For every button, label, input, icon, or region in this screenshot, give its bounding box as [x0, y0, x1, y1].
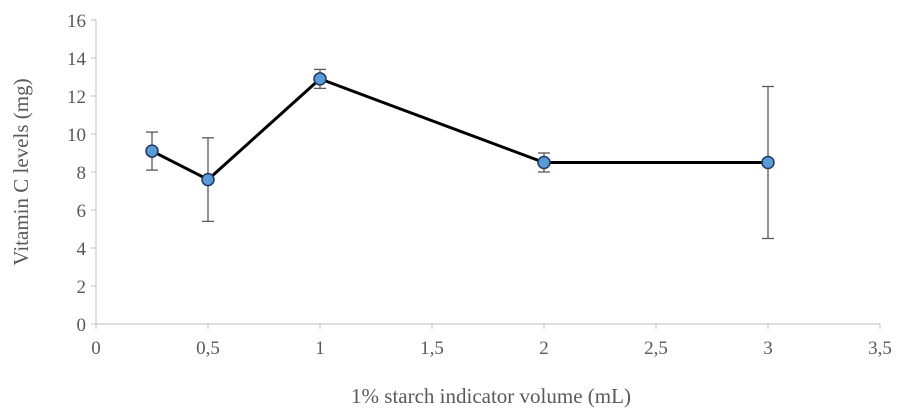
- data-point: [537, 155, 551, 170]
- data-points: [145, 72, 775, 187]
- x-tick-label: 2,5: [644, 338, 668, 359]
- x-axis-title: 1% starch indicator volume (mL): [351, 384, 631, 408]
- x-tick-label: 3: [763, 338, 773, 359]
- y-tick-label: 4: [77, 239, 87, 260]
- tick-labels: 0 2 4 6 8 10 12 14 16 0 0,5 1 1,5 2 2,5 3 3,5: [67, 11, 892, 359]
- data-point: [313, 72, 327, 86]
- y-tick-label: 2: [77, 277, 87, 298]
- data-point: [145, 144, 159, 158]
- y-axis-title: Vitamin C levels (mg): [9, 78, 33, 265]
- x-tick-label: 1: [315, 338, 325, 359]
- series-line: [151, 77, 768, 182]
- data-point: [761, 155, 775, 170]
- y-tick-label: 14: [67, 49, 87, 70]
- series-line-group: [151, 77, 768, 182]
- data-point: [201, 172, 215, 187]
- y-tick-label: 8: [77, 163, 87, 184]
- y-tick-label: 6: [77, 201, 87, 222]
- x-tick-label: 0: [91, 338, 101, 359]
- error-bars: [146, 68, 774, 240]
- y-tick-label: 10: [67, 125, 86, 146]
- x-tick-label: 1,5: [420, 338, 444, 359]
- x-tick-label: 2: [539, 338, 549, 359]
- x-tick-label: 3,5: [868, 338, 892, 359]
- y-tick-label: 12: [67, 87, 86, 108]
- x-tick-label: 0,5: [196, 338, 220, 359]
- y-tick-label: 16: [67, 11, 86, 32]
- axes: [91, 19, 881, 329]
- y-tick-label: 0: [77, 315, 87, 336]
